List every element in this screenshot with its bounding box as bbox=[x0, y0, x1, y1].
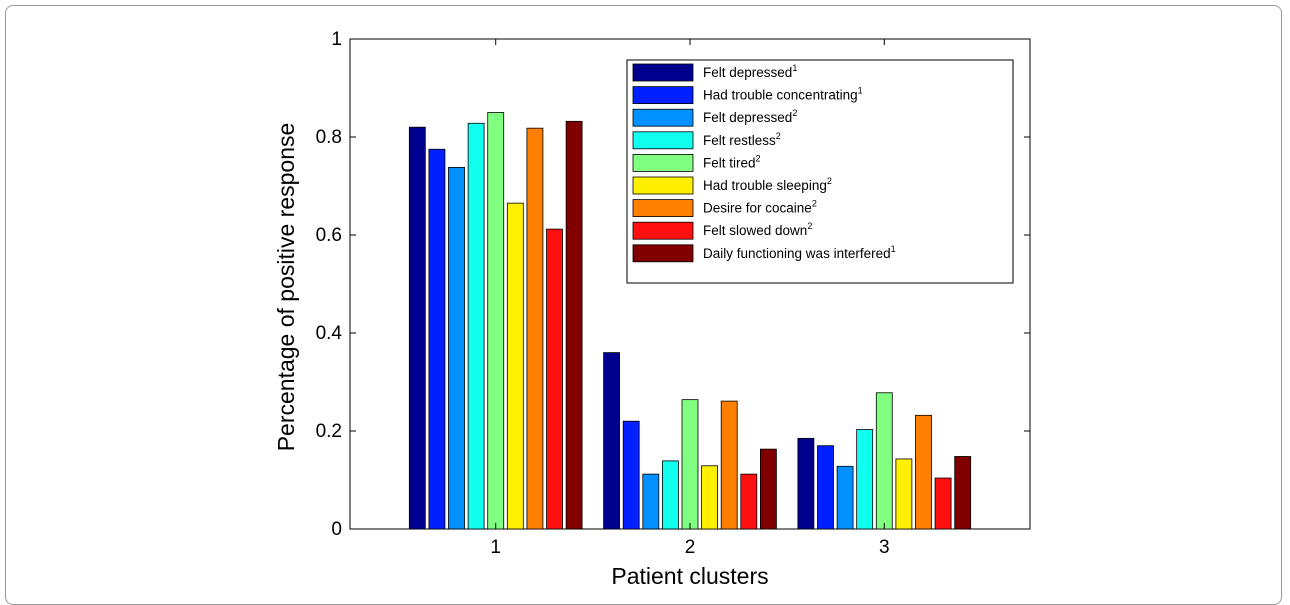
y-tick-label: 0 bbox=[331, 519, 342, 540]
bar bbox=[720, 400, 738, 530]
bar bbox=[526, 127, 544, 530]
y-tick-label: 0.4 bbox=[316, 323, 343, 344]
bar bbox=[408, 126, 426, 530]
bar bbox=[954, 456, 972, 530]
y-tick-label: 1 bbox=[331, 29, 342, 50]
bar bbox=[506, 202, 524, 530]
legend-label: Desire for cocaine2 bbox=[703, 199, 817, 216]
bar bbox=[428, 148, 446, 530]
legend-label: Felt tired2 bbox=[703, 153, 761, 170]
bar bbox=[467, 122, 485, 530]
legend-swatch bbox=[632, 199, 694, 218]
legend-label: Daily functioning was interfered1 bbox=[703, 244, 896, 261]
bar bbox=[915, 414, 932, 530]
bar bbox=[740, 473, 758, 530]
bar bbox=[701, 465, 718, 530]
legend-label: Felt slowed down2 bbox=[703, 221, 812, 238]
bar bbox=[642, 473, 660, 530]
legend-swatch bbox=[632, 221, 694, 240]
y-tick-label: 0.8 bbox=[316, 127, 342, 148]
bar bbox=[817, 445, 834, 530]
bar bbox=[895, 458, 913, 530]
legend-label: Felt depressed2 bbox=[703, 108, 797, 125]
legend-label: Felt depressed1 bbox=[703, 63, 797, 80]
legend-swatch bbox=[632, 63, 694, 82]
legend-label: Had trouble sleeping2 bbox=[703, 176, 832, 193]
bar-chart: 0 0.2 0.4 0.6 0.8 1 1 2 3 Felt depressed1 Had trou… bbox=[273, 29, 1031, 587]
plot-area: 0 0.2 0.4 0.6 0.8 1 1 2 3 Felt depressed1 Had trou… bbox=[316, 29, 1031, 558]
bar bbox=[448, 166, 465, 530]
legend-swatch bbox=[632, 244, 694, 263]
bar bbox=[760, 448, 777, 530]
y-axis-label: Percentage of positive response bbox=[273, 123, 299, 452]
bar bbox=[681, 399, 699, 530]
x-tick-label: 1 bbox=[490, 537, 501, 558]
bar bbox=[934, 477, 952, 530]
legend-label: Felt restless2 bbox=[703, 131, 781, 148]
legend-label: Had trouble concentrating1 bbox=[703, 86, 863, 103]
y-tick-label: 0.2 bbox=[316, 421, 342, 442]
bar bbox=[487, 112, 505, 530]
y-tick-label: 0.6 bbox=[316, 225, 342, 246]
bar bbox=[797, 437, 815, 530]
bar bbox=[603, 352, 620, 530]
x-tick-label: 2 bbox=[685, 537, 696, 558]
bar bbox=[622, 420, 640, 530]
bar bbox=[565, 120, 583, 530]
legend-swatch bbox=[632, 153, 694, 172]
legend-swatch bbox=[632, 108, 694, 127]
x-tick-label: 3 bbox=[879, 537, 890, 558]
legend-swatch bbox=[632, 176, 694, 195]
bar bbox=[662, 460, 679, 530]
bar bbox=[856, 429, 874, 530]
bar bbox=[546, 228, 563, 530]
legend-swatch bbox=[632, 86, 694, 104]
bar bbox=[875, 392, 893, 530]
x-axis-label: Patient clusters bbox=[611, 563, 768, 587]
bar bbox=[836, 465, 854, 530]
legend-swatch bbox=[632, 131, 694, 150]
